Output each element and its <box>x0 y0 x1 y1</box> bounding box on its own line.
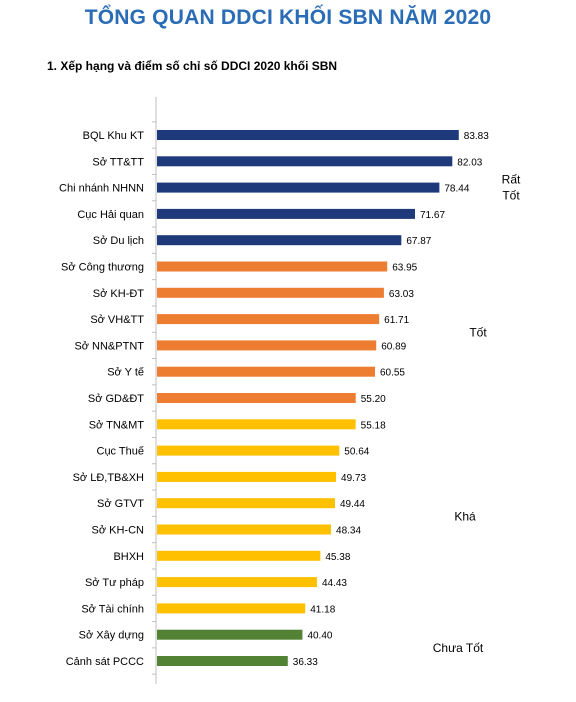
category-label: Sở TT&TT <box>92 156 144 168</box>
value-label: 71.67 <box>420 210 445 221</box>
value-label: 60.55 <box>380 368 405 379</box>
bar <box>157 235 402 246</box>
category-label: Sở GD&ĐT <box>88 393 144 405</box>
bar <box>157 208 416 219</box>
category-label: Sở LĐ,TB&XH <box>73 472 144 484</box>
bar <box>157 471 337 482</box>
value-label: 49.44 <box>340 499 365 510</box>
bar <box>157 524 332 535</box>
category-label: BHXH <box>113 551 144 563</box>
category-label: Sở VH&TT <box>90 314 144 326</box>
value-label: 55.20 <box>361 394 386 405</box>
bar <box>157 445 340 456</box>
chart-subtitle: 1. Xếp hạng và điểm số chỉ số DDCI 2020 … <box>47 59 338 73</box>
bar <box>157 340 377 351</box>
bar <box>157 287 384 298</box>
value-label: 49.73 <box>341 473 366 484</box>
value-label: 63.03 <box>389 289 414 300</box>
value-label: 41.18 <box>310 604 335 615</box>
value-label: 82.03 <box>457 157 482 168</box>
bar <box>157 498 335 509</box>
bar <box>157 550 321 561</box>
bar <box>157 182 440 193</box>
bar <box>157 366 375 377</box>
category-label: Sở Tài chính <box>81 603 144 615</box>
bar <box>157 156 453 167</box>
value-label: 45.38 <box>325 552 350 563</box>
category-label: Sở Du lịch <box>93 235 144 247</box>
value-label: 67.87 <box>406 236 431 247</box>
bar <box>157 393 356 403</box>
bar <box>157 419 356 430</box>
category-label: Sở Y tế <box>107 367 144 379</box>
value-label: 60.89 <box>381 341 406 352</box>
value-label: 78.44 <box>444 184 469 195</box>
value-label: 63.95 <box>392 263 417 274</box>
category-label: Chi nhánh NHNN <box>59 183 144 195</box>
category-label: Cảnh sát PCCC <box>66 656 144 668</box>
group-label: Tốt <box>502 189 520 203</box>
group-label: Khá <box>454 509 476 523</box>
value-label: 55.18 <box>361 420 386 431</box>
bar <box>157 130 459 140</box>
category-label: Sở KH-ĐT <box>93 288 144 300</box>
bar <box>157 314 380 325</box>
group-label: Tốt <box>469 325 487 339</box>
value-label: 83.83 <box>464 131 489 142</box>
value-label: 40.40 <box>307 631 332 642</box>
value-label: 44.43 <box>322 578 347 589</box>
page-title: TỔNG QUAN DDCI KHỐI SBN NĂM 2020 <box>84 6 492 29</box>
group-label: Chưa Tốt <box>433 641 484 655</box>
bar <box>157 261 388 272</box>
category-label: Sở Công thương <box>61 262 144 274</box>
value-label: 61.71 <box>384 315 409 326</box>
value-label: 36.33 <box>293 657 318 668</box>
category-label: Sở KH-CN <box>92 525 144 537</box>
bar <box>157 656 288 666</box>
value-label: 50.64 <box>344 447 369 458</box>
bar <box>157 629 303 640</box>
category-label: Sở Xây dựng <box>79 630 144 642</box>
category-label: Cục Thuế <box>97 446 145 458</box>
bar <box>157 603 306 614</box>
category-label: Sở NN&PTNT <box>74 340 144 352</box>
category-label: Cục Hải quan <box>77 209 144 221</box>
category-label: Sở GTVT <box>97 498 144 510</box>
group-label: Rất <box>502 173 521 187</box>
category-label: Sở TN&MT <box>89 419 145 431</box>
category-label: BQL Khu KT <box>83 130 145 142</box>
bar <box>157 577 317 588</box>
value-label: 48.34 <box>336 526 361 537</box>
category-label: Sở Tư pháp <box>85 577 144 589</box>
